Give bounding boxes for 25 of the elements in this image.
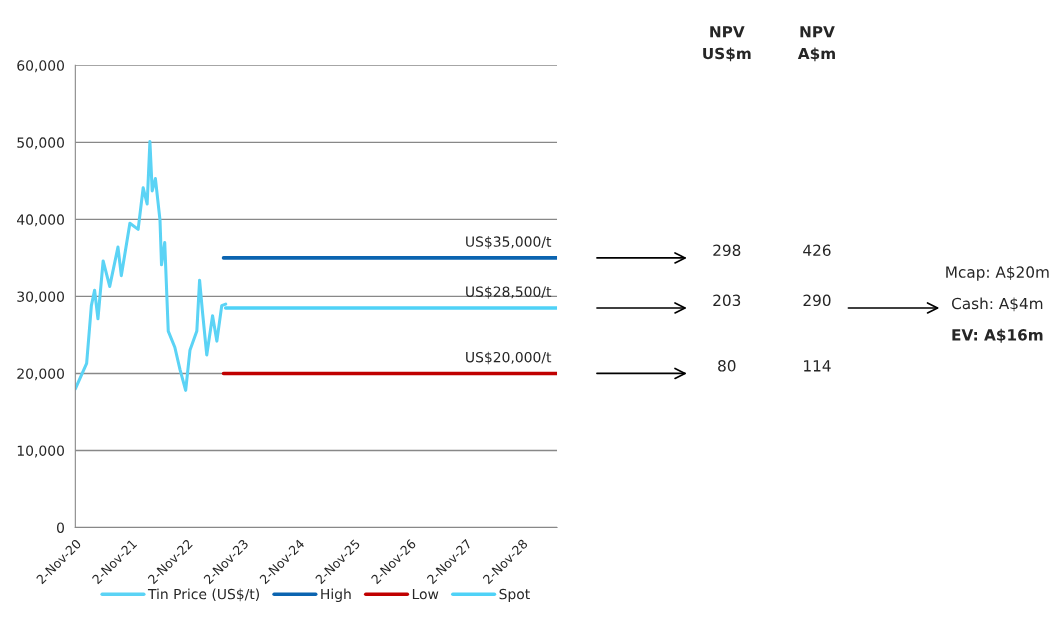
legend-label: Tin Price (US$/t) — [147, 588, 259, 602]
annotation: US$35,000/t — [466, 236, 552, 249]
text: NPV US$m — [703, 26, 751, 62]
text: Mcap: A$20m — [946, 266, 1049, 281]
y-tick-label: 30,000 — [17, 291, 64, 304]
text: EV: A$16m — [952, 328, 1043, 343]
text: 298 — [713, 244, 741, 257]
text: 80 — [718, 360, 736, 372]
y-tick-label: 0 — [56, 522, 64, 533]
text: 290 — [803, 294, 831, 307]
annotation: US$28,500/t — [466, 286, 552, 299]
text: NPV A$m — [797, 26, 835, 62]
text: 114 — [804, 360, 831, 372]
text: 426 — [803, 244, 831, 257]
y-tick-label: 50,000 — [17, 137, 64, 150]
legend-label: Spot — [499, 588, 530, 602]
text: 203 — [713, 294, 741, 307]
y-tick-label: 10,000 — [17, 445, 64, 458]
text: Cash: A$4m — [951, 297, 1043, 312]
y-tick-label: 60,000 — [17, 60, 64, 73]
legend-label: High — [321, 588, 351, 602]
legend-label: Low — [412, 588, 439, 600]
y-tick-label: 20,000 — [17, 368, 64, 381]
annotation: US$20,000/t — [466, 351, 552, 365]
y-tick-label: 40,000 — [17, 214, 64, 227]
